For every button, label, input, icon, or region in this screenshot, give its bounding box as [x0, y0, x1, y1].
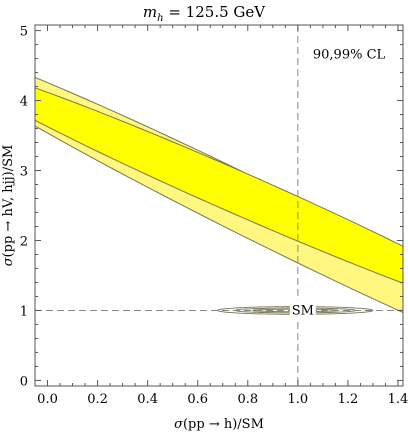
axis-labels: σ(pp → h)/SM σ(pp → hV, hjj)/SM 90,99% C…	[1, 48, 386, 432]
chart-title: mh = 125.5 GeV	[143, 3, 266, 24]
small-contour	[252, 308, 339, 313]
axes: 0.0 0.2 0.4 0.6 0.8 1.0 1.2 1.4 0 1 2 3 4 5	[20, 24, 408, 407]
confidence-regions	[35, 76, 403, 315]
x-tick-label: 0.0	[37, 392, 58, 407]
y-tick-label: 0	[20, 374, 28, 389]
y-tick-label: 3	[20, 165, 28, 180]
y-tick-label: 5	[20, 25, 28, 40]
reference-lines	[35, 25, 403, 386]
title-rest: = 125.5 GeV	[164, 3, 267, 21]
x-tick-label: 0.8	[237, 392, 258, 407]
x-tick-label: 0.2	[87, 392, 108, 407]
y-tick-label: 4	[20, 95, 28, 110]
x-tick-label: 0.6	[187, 392, 208, 407]
region-90-cl	[35, 87, 403, 284]
y-tick-label: 1	[20, 304, 28, 319]
title-var: m	[143, 3, 157, 21]
sm-label: SM	[292, 303, 314, 318]
plot-frame	[34, 24, 404, 387]
x-tick-label: 1.0	[288, 392, 309, 407]
sm-label-background	[289, 300, 316, 319]
title-sub: h	[157, 13, 163, 24]
x-tick-label: 0.4	[137, 392, 158, 407]
y-tick-label: 2	[20, 234, 28, 249]
x-axis-label: σ(pp → h)/SM	[174, 417, 264, 432]
y-axis-label: σ(pp → hV, hjj)/SM	[1, 145, 16, 267]
cl-annotation: 90,99% CL	[313, 48, 386, 63]
x-tick-label: 1.4	[388, 392, 408, 407]
sm-point-label: SM	[289, 300, 316, 319]
x-tick-label: 1.2	[338, 392, 359, 407]
region-99-cl	[35, 76, 403, 314]
